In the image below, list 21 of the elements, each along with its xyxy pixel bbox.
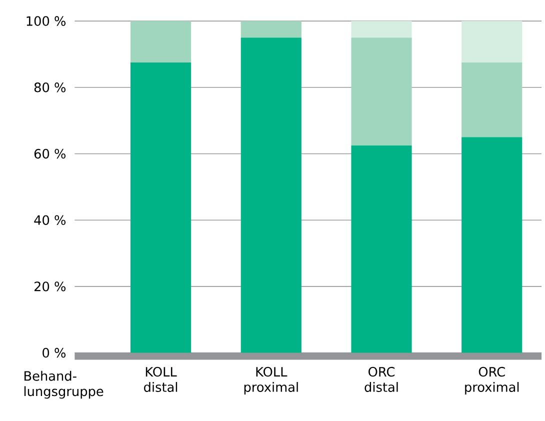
x-tick-label: ORC proximal [465,367,519,395]
bar [130,21,192,63]
bar [462,21,522,63]
y-tick-label: 80 % [34,82,66,92]
x-axis-title: Behand-lungsgruppe [24,371,104,399]
y-tick-label: 40 % [34,215,66,226]
bar [351,146,412,354]
y-tick-label: 0 % [42,348,66,358]
bar [462,62,522,138]
y-tick-label: 100 % [26,16,66,26]
bar [462,137,522,354]
y-tick-label: 60 % [34,149,66,159]
bar [240,38,302,354]
x-tick-label: ORC distal [364,367,398,392]
x-tick-label: KOLL proximal [244,367,298,395]
bar [351,38,412,146]
bar [351,21,412,38]
y-tick-label: 20 % [34,282,66,292]
x-tick-label: KOLL distal [144,367,178,392]
bar [240,21,302,38]
bar [130,62,192,354]
